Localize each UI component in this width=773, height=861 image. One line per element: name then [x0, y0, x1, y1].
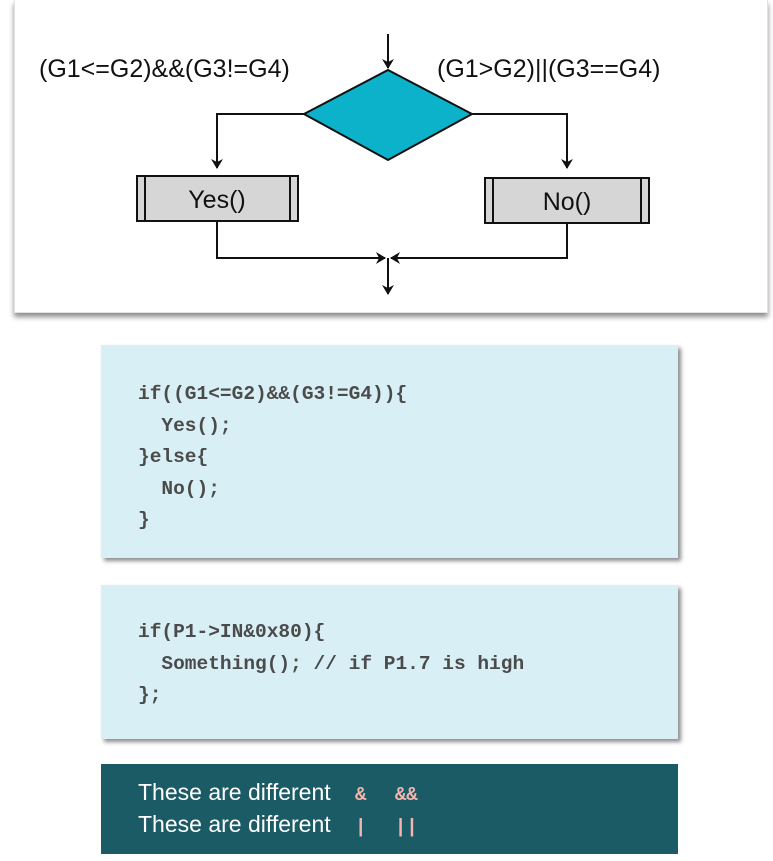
no-merge-line: [390, 223, 568, 264]
code-line: }else{: [138, 446, 209, 468]
bitwise-and-operator: &: [355, 784, 367, 806]
left-condition-label: (G1<=G2)&&(G3!=G4): [39, 55, 290, 83]
code-line: };: [138, 684, 162, 706]
flowchart: (G1<=G2)&&(G3!=G4) (G1>G2)||(G3==G4) Yes…: [39, 34, 661, 295]
logical-and-operator: &&: [394, 784, 418, 806]
if-else-code-panel: if((G1<=G2)&&(G3!=G4)){ Yes(); }else{ No(…: [101, 345, 678, 558]
no-process-box: No(): [484, 177, 650, 224]
note-text: These are different: [138, 811, 331, 837]
yes-label: Yes(): [188, 186, 245, 214]
flowchart-panel: (G1<=G2)&&(G3!=G4) (G1>G2)||(G3==G4) Yes…: [14, 0, 768, 313]
bitwise-or-operator: |: [355, 816, 367, 838]
code-line: }: [138, 509, 150, 531]
bitmask-code: if(P1->IN&0x80){ Something(); // if P1.7…: [138, 617, 524, 712]
yes-branch-line: [211, 113, 304, 169]
code-line: if(P1->IN&0x80){: [138, 621, 326, 643]
code-line: No();: [138, 477, 220, 500]
bitwise-or-note: These are different | ||: [138, 811, 418, 838]
no-branch-line: [472, 113, 573, 169]
decision-diamond: [301, 68, 475, 162]
bitmask-code-panel: if(P1->IN&0x80){ Something(); // if P1.7…: [101, 585, 678, 739]
yes-process-box: Yes(): [136, 175, 299, 222]
note-text: These are different: [138, 779, 331, 805]
right-condition-label: (G1>G2)||(G3==G4): [437, 55, 661, 83]
code-line: Yes();: [138, 414, 232, 437]
logical-or-operator: ||: [394, 816, 418, 838]
no-label: No(): [543, 188, 592, 216]
operator-note-panel: These are different & && These are diffe…: [101, 764, 678, 854]
code-line: if((G1<=G2)&&(G3!=G4)){: [138, 383, 408, 405]
if-else-code: if((G1<=G2)&&(G3!=G4)){ Yes(); }else{ No(…: [138, 379, 407, 537]
code-line: Something(); // if P1.7 is high: [138, 652, 525, 675]
yes-merge-line: [216, 221, 386, 264]
bitwise-and-note: These are different & &&: [138, 779, 418, 806]
